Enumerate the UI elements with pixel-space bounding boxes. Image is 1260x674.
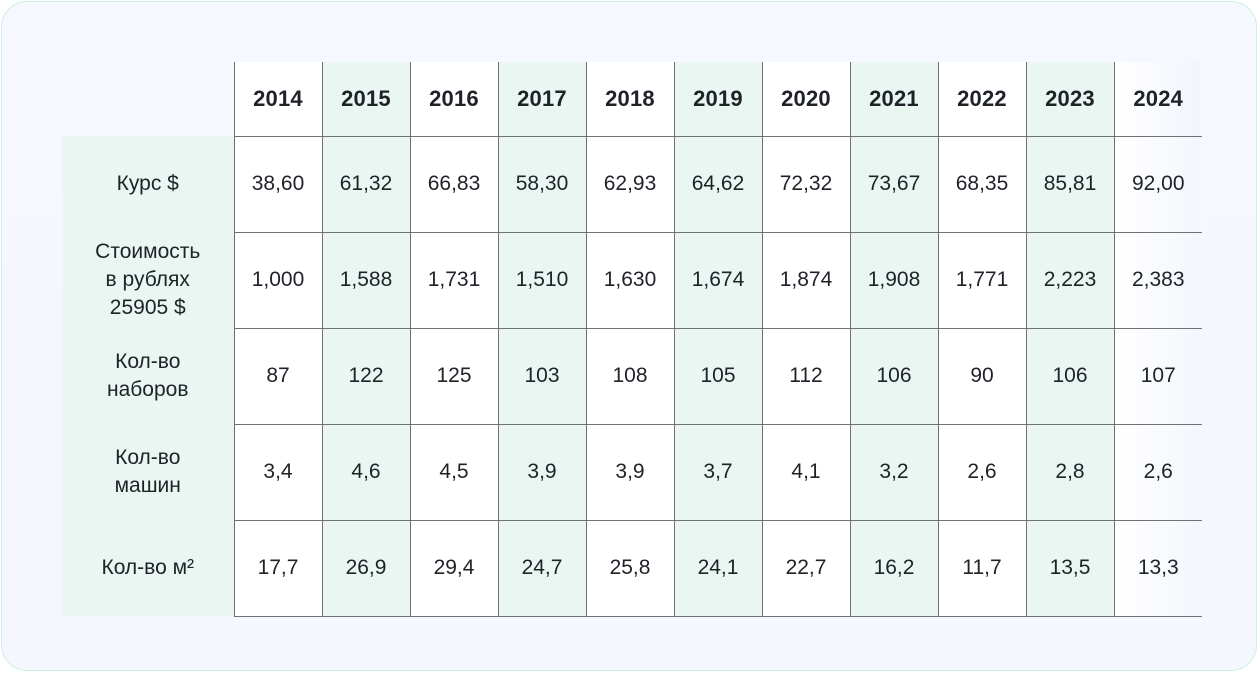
table-cell: 11,7 [937,519,1026,617]
table-cell: 72,32 [761,135,850,232]
table-cell: 1,630 [585,231,674,328]
table-cell: 105 [673,327,762,424]
table-cell: 4,5 [409,423,498,520]
table-cell: 1,510 [497,231,586,328]
table-cell: 2,8 [1025,423,1114,520]
table-cell: 2,6 [937,423,1026,520]
header-row: 2014 2015 2016 2017 2018 2019 2020 2021 2022 2023… [62,62,1202,136]
table-cell: 122 [321,327,410,424]
table-row: Кол-во машин 3,4 4,6 4,5 3,9 3,9 3,7 4,1 3,2 2,6 2… [62,423,1202,520]
row-label: Стоимость в рублях 25905 $ [62,232,234,328]
table-cell: 3,9 [497,423,586,520]
year-header: 2024 [1113,62,1202,136]
table-cell: 61,32 [321,135,410,232]
year-header: 2015 [321,62,410,136]
table-cell: 1,588 [321,231,410,328]
corner-cell [62,62,234,136]
row-label: Кол-во машин [62,424,234,520]
table-cell: 26,9 [321,519,410,617]
table-cell: 2,6 [1113,423,1202,520]
table-cell: 16,2 [849,519,938,617]
table-cell: 3,9 [585,423,674,520]
year-header: 2018 [585,62,674,136]
data-table: 2014 2015 2016 2017 2018 2019 2020 2021 2022 2023… [62,62,1202,617]
table-cell: 68,35 [937,135,1026,232]
table-cell: 1,000 [233,231,322,328]
table-cell: 2,223 [1025,231,1114,328]
table-cell: 106 [1025,327,1114,424]
table-cell: 3,7 [673,423,762,520]
table-cell: 4,1 [761,423,850,520]
table-cell: 3,4 [233,423,322,520]
table-cell: 1,731 [409,231,498,328]
table-cell: 103 [497,327,586,424]
table-cell: 2,383 [1113,231,1202,328]
row-label: Кол-во наборов [62,328,234,424]
table-cell: 66,83 [409,135,498,232]
table-row: Курс $38,60 61,32 66,83 58,30 62,93 64,62 72,3… [62,135,1202,232]
table-cell: 24,1 [673,519,762,617]
table-cell: 90 [937,327,1026,424]
table-cell: 62,93 [585,135,674,232]
year-header: 2014 [233,62,322,136]
table-cell: 13,3 [1113,519,1202,617]
table-row: Стоимость в рублях 25905 $1,000 1,588 1,73… [62,231,1202,328]
table-cell: 3,2 [849,423,938,520]
table-cell: 73,67 [849,135,938,232]
table-cell: 1,874 [761,231,850,328]
table-cell: 38,60 [233,135,322,232]
year-header: 2017 [497,62,586,136]
table-row: Кол-во наборов 87 122 125 103 108 105 112 106 90 1… [62,327,1202,424]
table-cell: 17,7 [233,519,322,617]
table-cell: 58,30 [497,135,586,232]
table-cell: 112 [761,327,850,424]
table-cell: 25,8 [585,519,674,617]
table-cell: 13,5 [1025,519,1114,617]
table-cell: 29,4 [409,519,498,617]
year-header: 2022 [937,62,1026,136]
table-cell: 87 [233,327,322,424]
year-header: 2023 [1025,62,1114,136]
year-header: 2020 [761,62,850,136]
table-cell: 125 [409,327,498,424]
table-cell: 106 [849,327,938,424]
row-label: Курс $ [62,136,234,232]
table-cell: 108 [585,327,674,424]
row-label: Кол-во м² [62,520,234,616]
year-header: 2019 [673,62,762,136]
table-row: Кол-во м² 17,7 26,9 29,4 24,7 25,8 24,1 22,7 16,… [62,519,1202,617]
table-cell: 92,00 [1113,135,1202,232]
year-header: 2016 [409,62,498,136]
year-header: 2021 [849,62,938,136]
table-cell: 24,7 [497,519,586,617]
table-cell: 22,7 [761,519,850,617]
table-cell: 1,908 [849,231,938,328]
table-cell: 1,674 [673,231,762,328]
table-cell: 64,62 [673,135,762,232]
table-cell: 4,6 [321,423,410,520]
table-cell: 107 [1113,327,1202,424]
table-body: Курс $38,60 61,32 66,83 58,30 62,93 64,62 72,3… [62,135,1202,617]
table-cell: 1,771 [937,231,1026,328]
table-cell: 85,81 [1025,135,1114,232]
